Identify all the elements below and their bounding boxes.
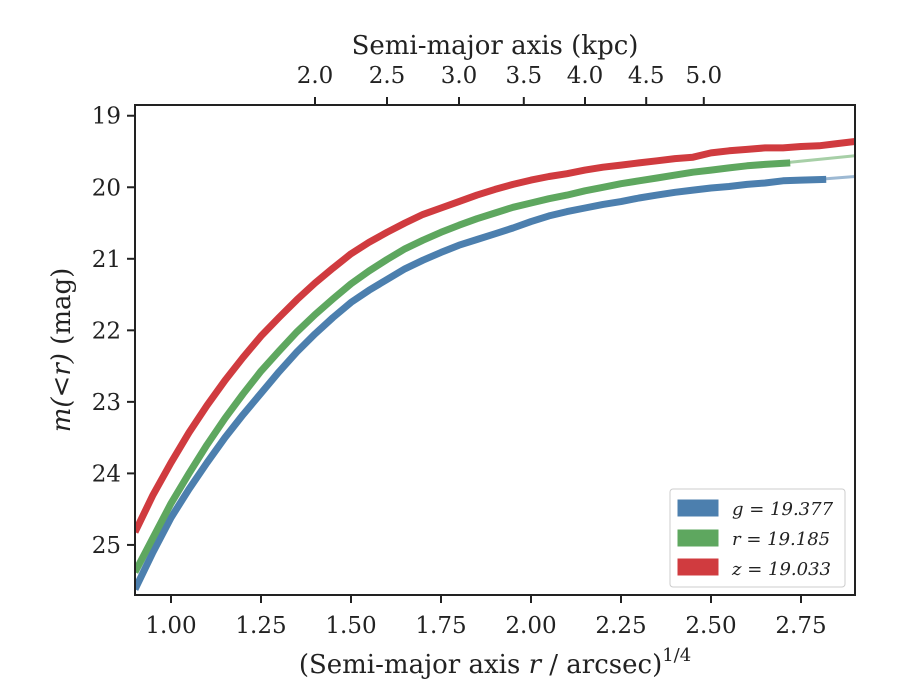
y-tick-label: 25 xyxy=(92,533,121,559)
x-tick-label: 1.50 xyxy=(325,613,376,639)
top-tick-label: 3.0 xyxy=(441,63,478,89)
x-tick-label: 1.25 xyxy=(235,613,286,639)
top-axis-label: Semi-major axis (kpc) xyxy=(352,31,639,61)
x-axis-ticks: 1.00 1.25 1.50 1.75 2.00 2.25 2.50 2.75 xyxy=(145,595,827,639)
x-axis-label-suffix: / arcsec) xyxy=(541,650,662,680)
series-g-extrapolation xyxy=(824,175,855,181)
y-tick-label: 19 xyxy=(92,104,121,130)
series-layer xyxy=(135,138,855,591)
series-g-line xyxy=(135,175,827,591)
plot-frame xyxy=(134,104,856,596)
x-tick-label: 2.50 xyxy=(685,613,736,639)
series-z-line xyxy=(135,138,855,534)
legend-label-z: z = 19.033 xyxy=(731,559,831,580)
x-axis-label-exponent: 1/4 xyxy=(662,645,691,666)
top-tick-label: 3.5 xyxy=(506,63,543,89)
legend-label-g: g = 19.377 xyxy=(732,499,834,520)
x-tick-label: 2.00 xyxy=(505,613,556,639)
legend-swatch-g xyxy=(677,499,719,517)
x-tick-label: 2.25 xyxy=(595,613,646,639)
legend-swatch-r xyxy=(677,529,719,547)
top-tick-label: 5.0 xyxy=(686,63,723,89)
y-axis-label: m(<r) (mag) xyxy=(47,268,77,433)
top-axis-ticks: 2.0 2.5 3.0 3.5 4.0 4.5 5.0 xyxy=(297,63,722,105)
legend-swatch-z xyxy=(677,558,719,576)
x-axis-label-prefix: (Semi-major axis xyxy=(299,650,520,680)
y-axis-label-var: m(<r) xyxy=(47,353,77,432)
y-axis-ticks: 19 20 21 22 23 24 25 xyxy=(92,104,135,559)
y-axis-label-unit: (mag) xyxy=(47,268,77,353)
x-tick-label: 2.75 xyxy=(775,613,826,639)
series-group xyxy=(135,138,855,591)
top-tick-label: 4.5 xyxy=(628,63,665,89)
legend: g = 19.377 r = 19.185 z = 19.033 xyxy=(669,488,846,588)
y-tick-label: 20 xyxy=(92,175,121,201)
top-tick-label: 2.0 xyxy=(297,63,334,89)
x-axis-label: (Semi-major axis r / arcsec)1/4 xyxy=(299,645,691,680)
series-r-line xyxy=(135,159,791,574)
y-tick-label: 22 xyxy=(92,318,121,344)
top-tick-label: 4.0 xyxy=(567,63,604,89)
legend-label-r: r = 19.185 xyxy=(732,529,830,550)
y-tick-label: 24 xyxy=(92,461,121,487)
top-tick-label: 2.5 xyxy=(369,63,406,89)
y-tick-label: 23 xyxy=(92,390,121,416)
x-tick-label: 1.00 xyxy=(145,613,196,639)
plot-area xyxy=(134,104,856,596)
series-r-extrapolation xyxy=(788,154,855,164)
y-tick-label: 21 xyxy=(92,247,121,273)
x-axis-label-var: r xyxy=(529,650,543,680)
x-tick-label: 1.75 xyxy=(415,613,466,639)
